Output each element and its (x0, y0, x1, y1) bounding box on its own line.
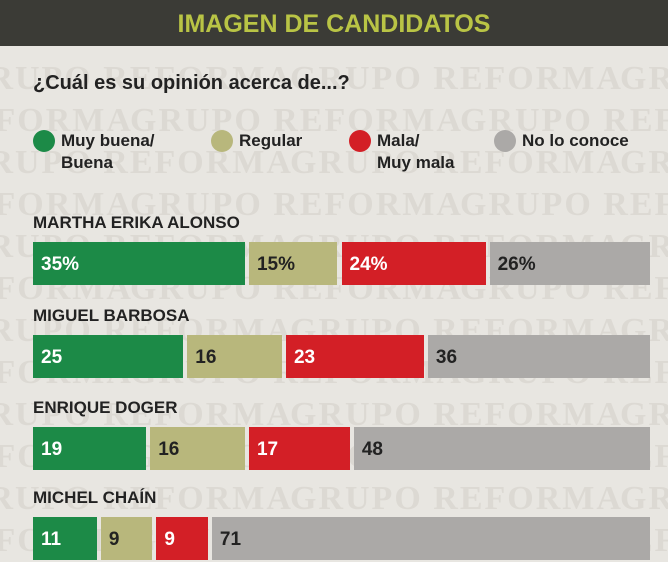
data-label: 35% (41, 254, 80, 275)
watermark: GRUPO REFORMA (0, 396, 293, 433)
watermark: GRUPO REFORMA (460, 102, 668, 139)
legend-label: No lo conoce (522, 131, 629, 150)
bar-segment (285, 335, 424, 378)
data-label: 48 (361, 439, 383, 460)
bar-segment (341, 242, 486, 285)
data-label: 26% (497, 254, 536, 275)
category-label: MICHEL CHAÍN (33, 488, 157, 507)
legend-label: Muy buena/ Buena (61, 131, 155, 172)
watermark: GRUPO REFORMA (620, 480, 668, 517)
bar-segment (248, 427, 350, 470)
watermark: GRUPO REFORMA (460, 186, 668, 223)
data-label: 9 (108, 529, 120, 550)
category-label: MARTHA ERIKA ALONSO (33, 213, 240, 232)
bar-segment (353, 427, 650, 470)
data-label: 15% (256, 254, 295, 275)
data-label: 24% (349, 254, 388, 275)
data-label: 11 (41, 529, 62, 550)
legend-marker (33, 130, 55, 152)
header-bar (0, 0, 668, 46)
watermark: GRUPO REFORMA (290, 144, 623, 181)
data-label: 23 (293, 347, 316, 368)
category-label: ENRIQUE DOGER (33, 398, 178, 417)
bar-segment (427, 335, 650, 378)
legend-label: Regular (239, 131, 303, 150)
watermark: GRUPO REFORMA (0, 60, 293, 97)
watermark: GRUPO REFORMA (0, 186, 133, 223)
legend-marker (211, 130, 233, 152)
bar-segment (100, 517, 153, 560)
data-label: 16 (158, 439, 180, 460)
subtitle: ¿Cuál es su opinión acerca de...? (33, 72, 350, 94)
watermark: GRUPO REFORMA (620, 144, 668, 181)
bar-segment (33, 517, 97, 560)
watermark: GRUPO REFORMA (620, 60, 668, 97)
watermark: GRUPO REFORMA (620, 396, 668, 433)
watermark: GRUPO REFORMA (0, 480, 293, 517)
data-label: 25 (41, 347, 63, 368)
watermark: GRUPO REFORMA (0, 102, 133, 139)
data-label: 71 (219, 529, 242, 550)
legend-marker (494, 130, 516, 152)
category-label: MIGUEL BARBOSA (33, 306, 190, 325)
legend-marker (349, 130, 371, 152)
bar-segment (211, 517, 650, 560)
data-label: 36 (435, 347, 458, 368)
legend-label: Mala/ Muy mala (377, 131, 455, 172)
data-label: 9 (164, 529, 175, 550)
watermark: GRUPO REFORMA (290, 480, 623, 517)
watermark: GRUPO REFORMA (130, 186, 463, 223)
data-label: 19 (41, 439, 63, 460)
bar-segment (489, 242, 650, 285)
bar-segment (248, 242, 338, 285)
data-label: 16 (195, 347, 217, 368)
bar-segment (150, 427, 245, 470)
chart-title: IMAGEN DE CANDIDATOS (177, 10, 491, 38)
bar-segment (33, 335, 184, 378)
data-label: 17 (256, 439, 279, 460)
watermark: GRUPO REFORMA (290, 60, 623, 97)
bar-segment (187, 335, 282, 378)
bar-segment (156, 517, 208, 560)
watermark: GRUPO REFORMA (290, 396, 623, 433)
bar-segment (33, 242, 245, 285)
bar-segment (33, 427, 147, 470)
watermark: GRUPO REFORMA (130, 102, 463, 139)
